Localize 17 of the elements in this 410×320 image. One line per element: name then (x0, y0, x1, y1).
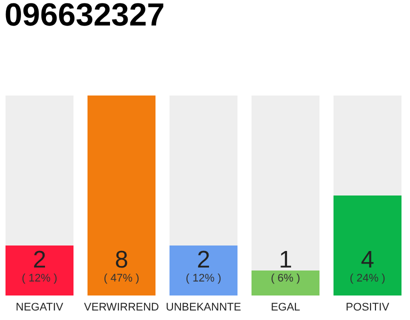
data-label: 4 (360, 246, 374, 274)
annotation: ( 12% ) (186, 272, 222, 284)
bar (252, 270, 320, 296)
x-tick-label: EGAL (270, 302, 300, 314)
data-label: 2 (32, 246, 46, 274)
chart-title: 096632327 (4, 0, 165, 32)
data-label: 1 (278, 246, 292, 274)
x-tick-label: VERWIRREND (84, 302, 160, 314)
x-tick-label: NEGATIV (16, 302, 64, 314)
data-label: 2 (196, 246, 210, 274)
annotation: ( 47% ) (104, 272, 140, 284)
annotation: ( 24% ) (350, 272, 386, 284)
annotation: ( 6% ) (270, 272, 300, 284)
data-label: 8 (114, 246, 128, 274)
annotation: ( 12% ) (22, 272, 58, 284)
x-tick-label: UNBEKANNTE (166, 302, 242, 314)
x-tick-label: POSITIV (346, 302, 390, 314)
